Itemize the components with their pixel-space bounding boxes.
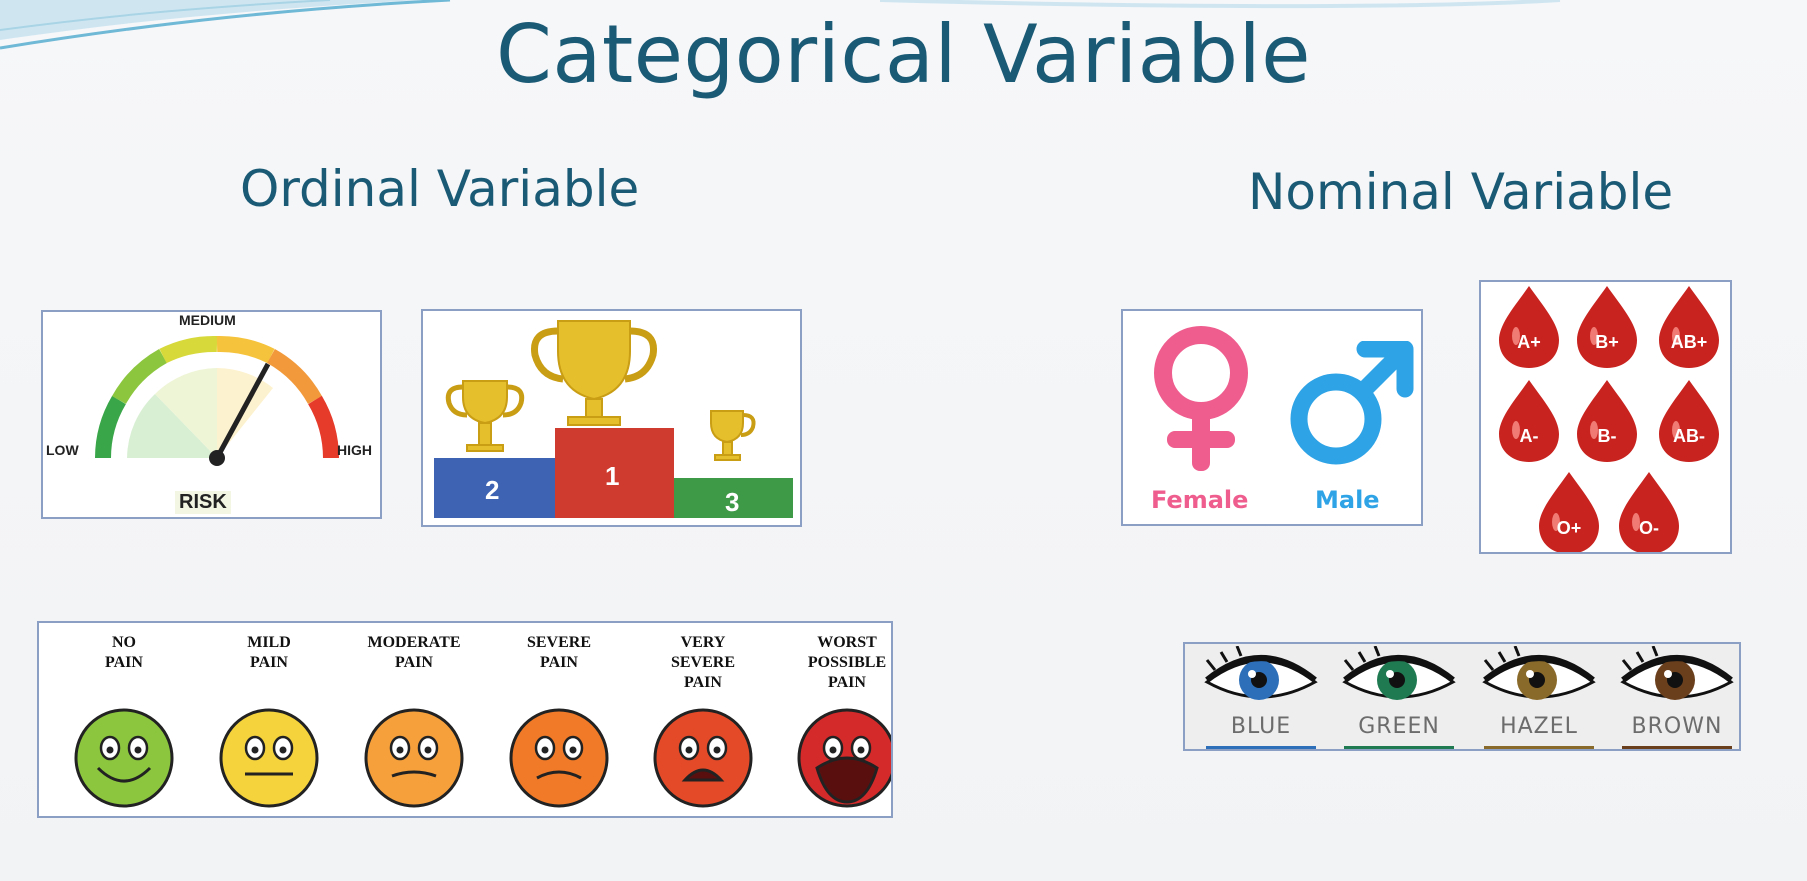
pain-label-1: MILD PAIN (209, 633, 329, 673)
eye-icon (1482, 646, 1596, 700)
pain-label-line: PAIN (105, 654, 143, 671)
decorative-swoosh (0, 0, 1561, 50)
risk-gauge-panel: MEDIUM LOW HIGH RISK (41, 310, 382, 519)
blood-group-label: A+ (1517, 332, 1541, 352)
female-symbol-icon (1154, 326, 1248, 471)
pain-label-line: PAIN (828, 674, 866, 691)
pain-label-4: VERY SEVERE PAIN (643, 633, 763, 693)
female-label: Female (1151, 486, 1249, 514)
blood-group-label: O- (1639, 518, 1659, 538)
pain-label-line: PAIN (395, 654, 433, 671)
pain-label-line: PAIN (540, 654, 578, 671)
pain-face-icon (219, 708, 319, 808)
risk-gauge-icon (95, 335, 339, 466)
blood-drop-icon: B+ (1577, 286, 1637, 368)
blood-drop-icon: O+ (1539, 472, 1599, 552)
nominal-heading: Nominal Variable (1248, 163, 1674, 221)
pain-face-icon (364, 708, 464, 808)
pain-label-2: MODERATE PAIN (354, 633, 474, 673)
pain-label-line: MILD (247, 634, 291, 651)
eye-icon (1342, 646, 1456, 700)
blood-drop-icon: B- (1577, 380, 1637, 462)
eye-color-label: GREEN (1358, 714, 1440, 739)
eye-color-underline (1344, 746, 1454, 749)
trophy-podium-icon (434, 320, 793, 518)
pain-label-line: VERY (680, 634, 726, 651)
pain-label-line: SEVERE (670, 654, 736, 671)
blood-drop-icon: A- (1499, 380, 1559, 462)
eye-color-panel: BLUE GREEN HAZEL BROWN (1183, 642, 1741, 751)
blood-group-label: AB- (1673, 426, 1705, 446)
eye-color-label: HAZEL (1500, 714, 1578, 739)
blood-drop-icon: O- (1619, 472, 1679, 552)
gender-panel: Female Male (1121, 309, 1423, 526)
podium-second-place: 2 (485, 475, 500, 505)
blood-group-label: B- (1598, 426, 1617, 446)
pain-label-line: WORST (817, 634, 877, 651)
blood-drop-icon: A+ (1499, 286, 1559, 368)
gauge-label-high: HIGH (337, 442, 372, 458)
pain-face-icon (653, 708, 753, 808)
podium-panel: 2 1 3 (421, 309, 802, 527)
podium-third-place: 3 (725, 487, 740, 517)
gauge-label-low: LOW (46, 442, 79, 458)
pain-scale-panel: NO PAIN MILD PAIN MODERATE PAIN SEVERE PAIN VERY… (37, 621, 893, 818)
pain-face-icon (797, 708, 891, 808)
eye-icon (1204, 646, 1318, 700)
pain-label-line: MODERATE (367, 634, 461, 651)
eye-color-underline (1622, 746, 1732, 749)
eye-color-label: BLUE (1230, 714, 1292, 739)
eye-color-label: BROWN (1631, 714, 1723, 739)
blood-drop-icon: AB- (1659, 380, 1719, 462)
pain-label-5: WORST POSSIBLE PAIN (787, 633, 891, 693)
eye-color-underline (1484, 746, 1594, 749)
male-label: Male (1315, 486, 1380, 514)
ordinal-heading: Ordinal Variable (240, 160, 640, 218)
pain-label-line: PAIN (684, 674, 722, 691)
podium-first-place: 1 (605, 461, 620, 491)
pain-label-line: POSSIBLE (807, 654, 887, 671)
pain-label-0: NO PAIN (64, 633, 184, 673)
blood-group-label: O+ (1557, 518, 1582, 538)
blood-group-label: A- (1520, 426, 1539, 446)
blood-group-label: B+ (1595, 332, 1619, 352)
pain-face-icon (74, 708, 174, 808)
gauge-caption-risk: RISK (175, 491, 231, 514)
blood-drop-icon: AB+ (1659, 286, 1719, 368)
gauge-label-medium: MEDIUM (179, 312, 236, 328)
eye-icon (1620, 646, 1734, 700)
pain-label-3: SEVERE PAIN (499, 633, 619, 673)
eye-color-underline (1206, 746, 1316, 749)
pain-face-icon (509, 708, 609, 808)
male-symbol-icon (1290, 341, 1414, 465)
pain-label-line: NO (112, 634, 136, 651)
page-title: Categorical Variable (496, 8, 1311, 101)
pain-label-line: PAIN (250, 654, 288, 671)
blood-group-panel: A+ B+ AB+ A- B- AB- O+ O- (1479, 280, 1732, 554)
blood-group-label: AB+ (1671, 332, 1708, 352)
pain-label-line: SEVERE (526, 634, 592, 651)
